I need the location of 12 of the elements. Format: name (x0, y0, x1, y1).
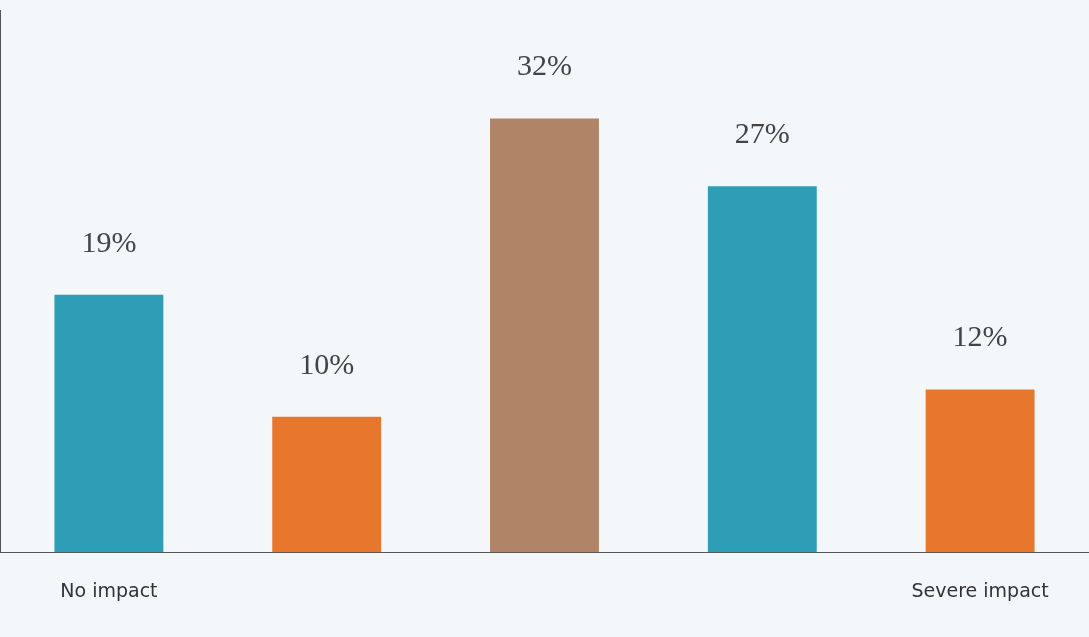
bar (54, 294, 164, 553)
data-label: 32% (517, 48, 572, 82)
data-label: 19% (81, 224, 137, 258)
data-label: 12% (952, 319, 1008, 353)
bar (925, 389, 1035, 553)
data-label: 10% (299, 346, 355, 380)
x-tick-label: No impact (60, 578, 158, 601)
bar (707, 186, 817, 553)
data-label: 27% (734, 116, 790, 150)
bar (272, 416, 382, 553)
x-tick-label: Severe impact (911, 578, 1049, 601)
bar (490, 118, 599, 553)
